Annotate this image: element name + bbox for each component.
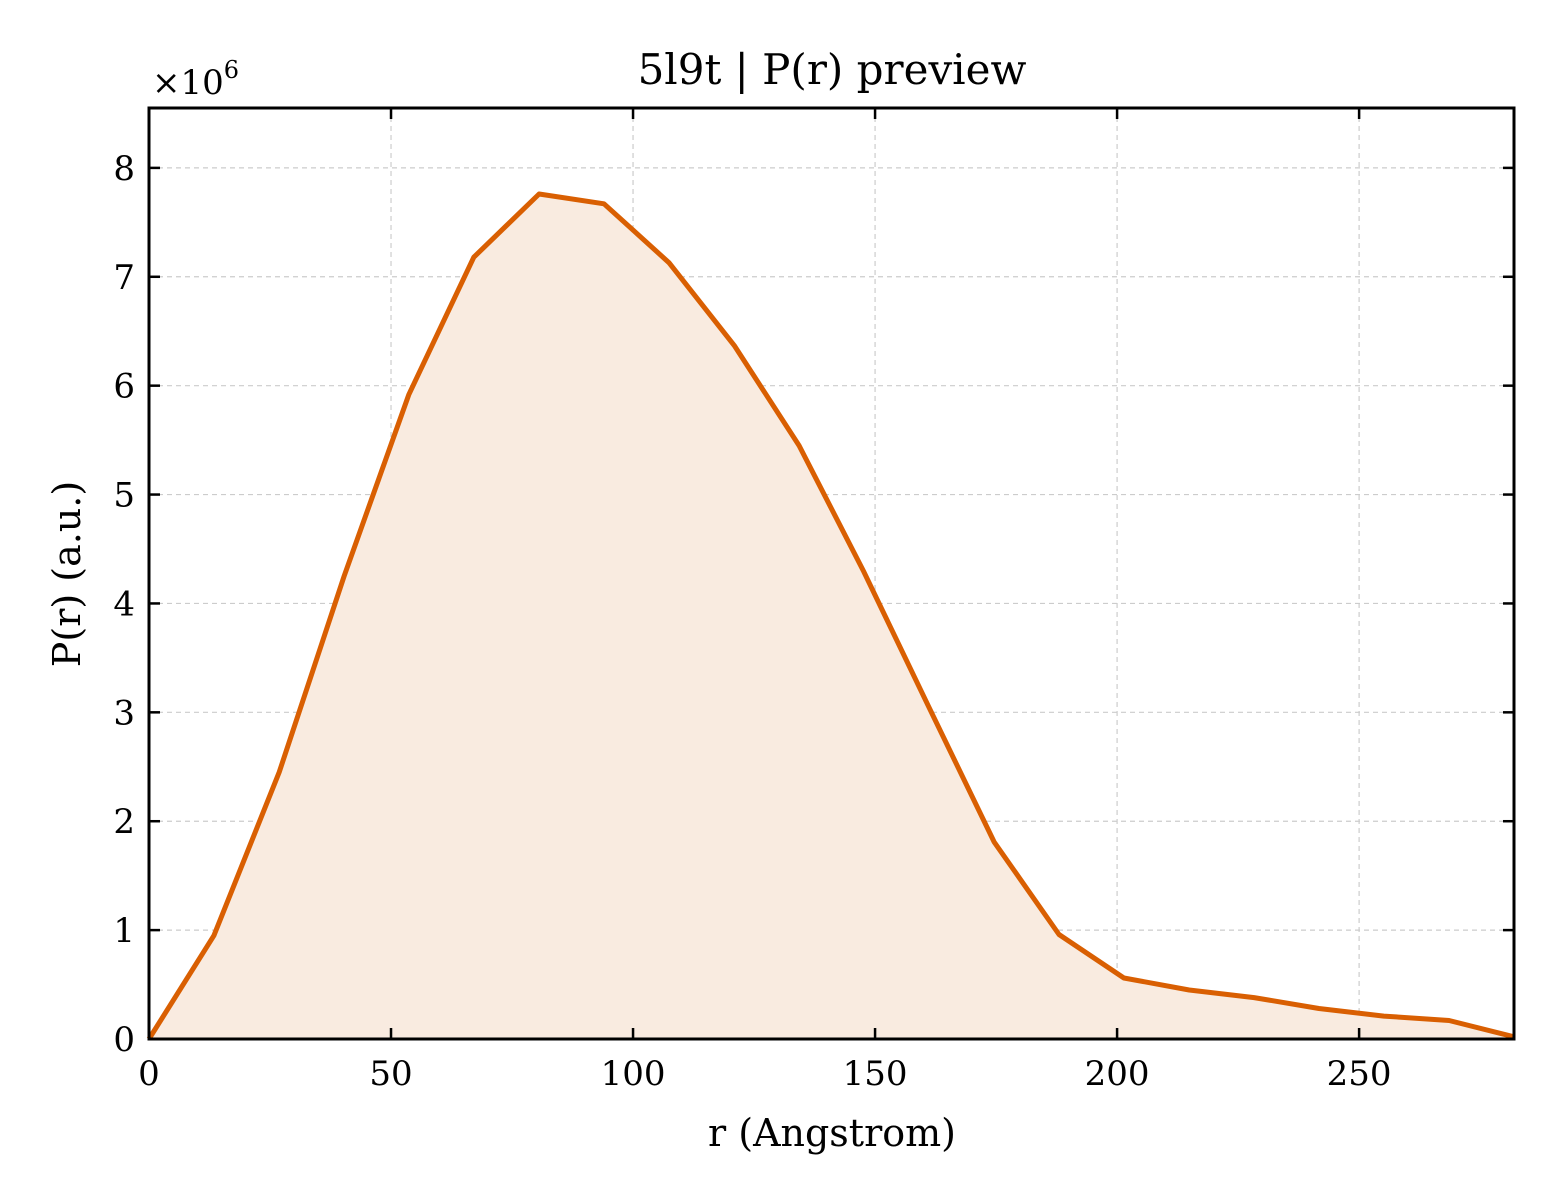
plot-frame — [147, 106, 1516, 1041]
y-axis-title: P(r) (a.u.) — [45, 481, 89, 667]
y-tick-label: 4 — [113, 584, 135, 624]
axis-ticks: 0 50 100 150 200 250 0 1 2 3 4 5 6 7 8 — [113, 108, 1514, 1094]
x-tick-label: 0 — [138, 1054, 160, 1094]
pr-series-line — [146, 191, 1515, 1041]
x-tick-label: 150 — [843, 1054, 908, 1094]
x-axis-title: r (Angstrom) — [708, 1111, 956, 1155]
x-tick-label: 100 — [601, 1054, 666, 1094]
y-tick-label: 8 — [113, 149, 135, 189]
x-tick-label: 50 — [369, 1054, 412, 1094]
x-tick-label: 200 — [1085, 1054, 1150, 1094]
y-axis-multiplier: ×106 — [152, 56, 239, 103]
y-tick-label: 1 — [113, 911, 135, 951]
y-tick-label: 2 — [113, 802, 135, 842]
y-tick-label: 7 — [113, 258, 135, 298]
y-tick-label: 0 — [113, 1020, 135, 1060]
x-tick-label: 250 — [1327, 1054, 1392, 1094]
y-tick-label: 5 — [113, 476, 135, 516]
y-tick-label: 6 — [113, 367, 135, 407]
y-tick-label: 3 — [113, 693, 135, 733]
chart-title: 5l9t | P(r) preview — [638, 45, 1027, 94]
pr-area-fill — [149, 194, 1514, 1039]
